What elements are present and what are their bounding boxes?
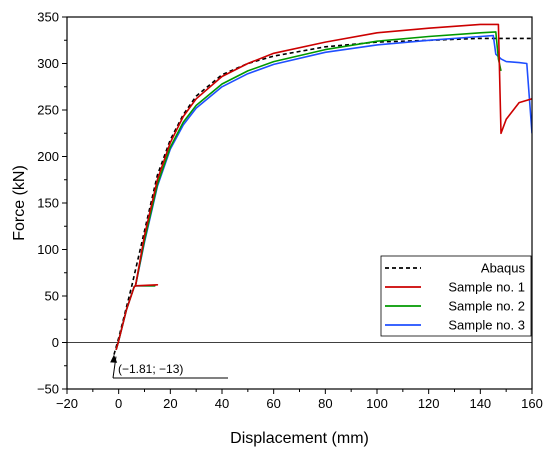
x-tick-label: 20 (163, 396, 177, 411)
x-axis-title: Displacement (mm) (230, 430, 369, 447)
x-tick-label: 120 (418, 396, 440, 411)
y-axis: −50 0 50 100 150 200 250 300 350 (37, 10, 67, 397)
series-layer (113, 23, 532, 355)
x-tick-label: 40 (215, 396, 229, 411)
y-tick-label: 150 (37, 196, 59, 211)
x-tick-label: 140 (469, 396, 491, 411)
legend-label: Sample no. 1 (448, 280, 525, 295)
legend-label: Sample no. 3 (448, 318, 525, 333)
y-tick-label: 250 (37, 103, 59, 118)
y-tick-label: 300 (37, 56, 59, 71)
x-tick-label: 60 (266, 396, 280, 411)
y-tick-label: 100 (37, 242, 59, 257)
x-axis: −20 0 20 40 60 80 100 120 140 160 (56, 389, 543, 411)
legend: Abaqus Sample no. 1 Sample no. 2 Sample no.… (380, 255, 532, 337)
x-tick-label: 80 (318, 396, 332, 411)
y-axis-title: Force (kN) (11, 165, 28, 241)
annotation-arrow-head (110, 354, 118, 363)
legend-label: Sample no. 2 (448, 299, 525, 314)
legend-box (380, 255, 532, 337)
annotation-label: (−1.81; −13) (118, 362, 183, 376)
y-tick-label: 350 (37, 10, 59, 25)
series-sample-no-1 (115, 23, 532, 351)
x-tick-label: 160 (521, 396, 543, 411)
annotation: (−1.81; −13) (110, 354, 228, 379)
y-tick-label: 200 (37, 149, 59, 164)
x-tick-label: 100 (366, 396, 388, 411)
y-tick-label: 50 (45, 289, 59, 304)
x-tick-label: 0 (115, 396, 122, 411)
legend-label: Abaqus (481, 261, 526, 276)
x-tick-label: −20 (56, 396, 78, 411)
y-tick-label: 0 (52, 335, 59, 350)
y-tick-label: −50 (37, 382, 59, 397)
